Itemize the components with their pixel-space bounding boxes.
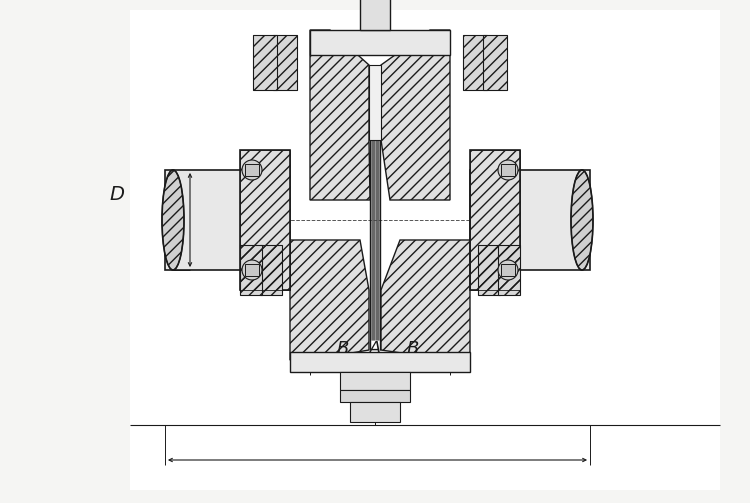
Polygon shape [310, 30, 370, 200]
Bar [165, 170, 270, 270]
Polygon shape [381, 240, 470, 360]
Bar [260, 245, 282, 295]
Bar [369, 65, 381, 140]
Polygon shape [290, 240, 369, 360]
Text: A: A [369, 340, 381, 358]
Circle shape [242, 160, 262, 180]
Circle shape [242, 260, 262, 280]
Bar [463, 35, 487, 90]
Bar [470, 150, 520, 290]
Text: L: L [377, 399, 386, 417]
Bar [501, 164, 515, 176]
Ellipse shape [571, 170, 593, 270]
Bar [498, 245, 520, 295]
Polygon shape [381, 30, 450, 200]
Text: d: d [168, 211, 180, 229]
Text: D: D [110, 186, 125, 205]
Bar [470, 170, 590, 270]
Bar [350, 402, 400, 422]
Circle shape [498, 160, 518, 180]
Text: B: B [406, 340, 418, 358]
Bar [273, 35, 297, 90]
Bar [240, 150, 290, 290]
Bar [501, 264, 515, 276]
Bar [360, 0, 390, 30]
Bar [470, 150, 520, 290]
Circle shape [498, 260, 518, 280]
Text: B: B [336, 340, 349, 358]
Bar [240, 245, 262, 295]
Bar [253, 35, 277, 90]
Bar [245, 264, 259, 276]
Ellipse shape [162, 170, 184, 270]
Bar [483, 35, 507, 90]
Bar [310, 30, 450, 55]
Bar [478, 245, 500, 295]
Bar [290, 352, 470, 372]
Bar [340, 372, 410, 390]
Bar [130, 10, 720, 490]
Bar [340, 390, 410, 402]
Bar [245, 164, 259, 176]
Text: ≈: ≈ [354, 400, 367, 415]
Bar [240, 150, 290, 290]
